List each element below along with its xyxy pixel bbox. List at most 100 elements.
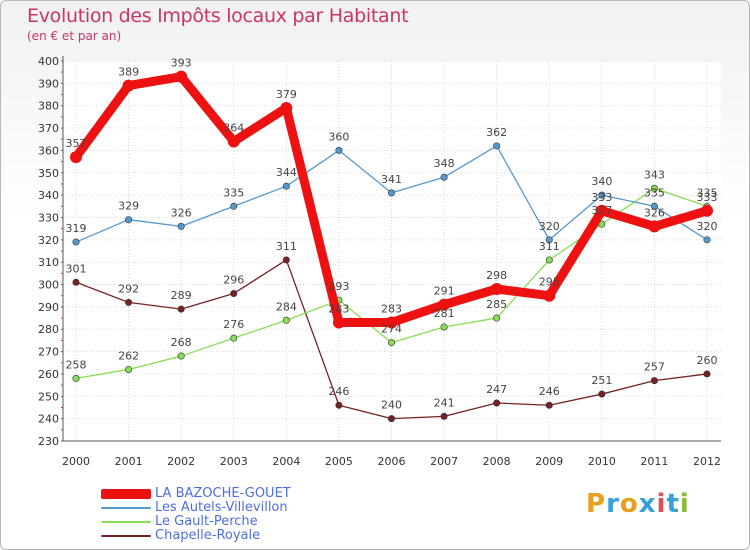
data-label: 274	[381, 323, 402, 336]
data-label: 251	[591, 374, 612, 387]
data-label: 360	[328, 130, 349, 143]
data-point	[545, 401, 553, 409]
data-point	[282, 316, 290, 324]
logo-letter: x	[638, 489, 657, 519]
data-label: 295	[539, 276, 560, 289]
data-point	[282, 182, 290, 190]
data-point	[493, 142, 501, 150]
y-tick-label: 390	[38, 77, 59, 90]
data-label: 364	[223, 121, 244, 134]
data-point	[125, 298, 133, 306]
y-tick-label: 230	[38, 435, 59, 448]
y-tick-label: 270	[38, 346, 59, 359]
data-label: 276	[223, 318, 244, 331]
data-point	[703, 370, 711, 378]
data-label: 293	[328, 280, 349, 293]
x-tick-label: 2000	[62, 455, 90, 468]
data-point	[650, 202, 658, 210]
data-point	[175, 70, 188, 83]
data-point	[387, 339, 395, 347]
data-label: 357	[66, 137, 87, 150]
legend-label: Les Autels-Villevillon	[155, 500, 288, 515]
data-point	[440, 323, 448, 331]
data-point	[650, 184, 658, 192]
data-label: 258	[66, 358, 87, 371]
logo-letter: i	[656, 489, 667, 519]
data-point	[282, 256, 290, 264]
proxiti-logo: Proxiti	[586, 489, 690, 519]
chart-subtitle: (en € et par an)	[27, 29, 122, 43]
logo-letter: o	[619, 489, 639, 519]
y-tick-label: 240	[38, 413, 59, 426]
x-tick-label: 2009	[535, 455, 563, 468]
x-tick-label: 2012	[693, 455, 721, 468]
data-label: 260	[697, 354, 718, 367]
data-label: 301	[66, 262, 87, 275]
data-label: 311	[276, 240, 297, 253]
x-tick-label: 2002	[167, 455, 195, 468]
data-point	[70, 151, 82, 164]
data-point	[598, 191, 606, 199]
x-tick-label: 2004	[272, 455, 300, 468]
data-label: 246	[539, 385, 560, 398]
data-label: 340	[591, 175, 612, 188]
y-tick-label: 400	[38, 55, 59, 68]
y-tick-label: 300	[38, 279, 59, 292]
data-label: 335	[644, 186, 665, 199]
data-label: 341	[381, 173, 402, 186]
legend-label: Le Gault-Perche	[155, 514, 258, 529]
data-label: 247	[486, 383, 507, 396]
legend-swatch	[101, 489, 151, 499]
data-label: 327	[591, 204, 612, 217]
x-tick-label: 2011	[640, 455, 668, 468]
data-point	[280, 101, 293, 114]
data-label: 291	[434, 285, 455, 298]
data-point	[335, 146, 343, 154]
data-label: 389	[118, 66, 139, 79]
data-point	[230, 289, 238, 297]
data-point	[493, 399, 501, 407]
data-label: 283	[381, 303, 402, 316]
data-label: 362	[486, 126, 507, 139]
data-point	[545, 236, 553, 244]
logo-letter: P	[586, 489, 607, 519]
data-label: 333	[591, 191, 612, 204]
data-label: 320	[539, 220, 560, 233]
data-point	[440, 412, 448, 420]
data-point	[703, 236, 711, 244]
data-point	[227, 135, 240, 148]
x-tick-label: 2010	[588, 455, 616, 468]
data-label: 268	[171, 336, 192, 349]
y-tick-label: 320	[38, 234, 59, 247]
data-point	[648, 220, 661, 233]
data-point	[122, 79, 135, 92]
data-label: 343	[644, 168, 665, 181]
data-label: 326	[171, 206, 192, 219]
data-point	[125, 216, 133, 224]
y-tick-label: 350	[38, 167, 59, 180]
data-point	[230, 202, 238, 210]
chart-title: Evolution des Impôts locaux par Habitant	[27, 5, 409, 27]
data-point	[177, 222, 185, 230]
data-label: 281	[434, 307, 455, 320]
data-label: 311	[539, 240, 560, 253]
data-label: 257	[644, 361, 665, 374]
legend-label: LA BAZOCHE-GOUET	[155, 486, 291, 501]
data-point	[125, 365, 133, 373]
legend-swatch	[101, 521, 151, 523]
legend-label: Chapelle-Royale	[155, 528, 261, 543]
data-point	[385, 316, 398, 329]
y-tick-label: 290	[38, 301, 59, 314]
y-tick-label: 370	[38, 122, 59, 135]
data-point	[490, 283, 503, 295]
y-tick-label: 250	[38, 390, 59, 403]
data-label: 320	[697, 220, 718, 233]
data-label: 289	[171, 289, 192, 302]
data-label: 319	[66, 222, 87, 235]
data-point	[230, 334, 238, 342]
x-tick-label: 2003	[220, 455, 248, 468]
data-label: 262	[118, 349, 139, 362]
data-point	[438, 298, 451, 311]
data-label: 326	[644, 206, 665, 219]
